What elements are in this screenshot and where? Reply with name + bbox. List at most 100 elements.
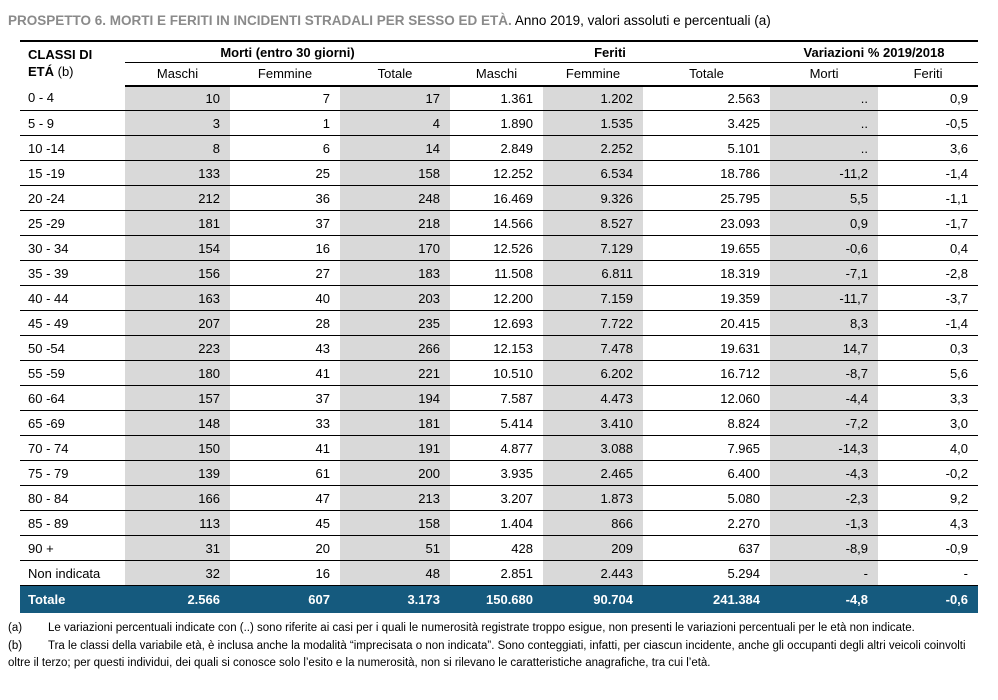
footnote-a: (a) Le variazioni percentuali indicate co… xyxy=(8,620,990,637)
cell-var-feriti: -0,5 xyxy=(878,110,979,137)
cell-morti-femmine: 36 xyxy=(230,185,340,212)
subheader-morti-totale: Totale xyxy=(340,62,450,87)
cell-feriti-totale: 19.655 xyxy=(643,235,771,262)
cell-total-var-morti: -4,8 xyxy=(770,585,879,613)
cell-morti-totale: 170 xyxy=(340,235,450,262)
table-row: 20 -24 212 36 248 16.469 9.326 25.795 5,5 -1,1 xyxy=(20,185,979,212)
group-header-morti: Morti (entro 30 giorni) xyxy=(125,40,450,63)
table-title: PROSPETTO 6. MORTI E FERITI IN INCIDENTI… xyxy=(8,12,990,30)
table-row: 0 - 4 10 7 17 1.361 1.202 2.563.. 0,9 xyxy=(20,85,979,112)
cell-feriti-maschi: 2.849 xyxy=(450,135,543,162)
cell-var-morti: 8,3 xyxy=(770,310,879,337)
cell-feriti-femmine: 7.159 xyxy=(543,285,643,312)
cell-feriti-totale: 6.400 xyxy=(643,460,771,487)
footnote-b-text: Tra le classi della variabile età, è inc… xyxy=(8,640,966,669)
cell-var-morti: .. xyxy=(770,110,879,137)
cell-total-feriti-maschi: 150.680 xyxy=(450,585,543,613)
cell-morti-maschi: 212 xyxy=(125,185,230,212)
table-row: 85 - 89 113 45 158 1.404 866 2.270 -1,3 4,3 xyxy=(20,510,979,537)
cell-feriti-femmine: 1.202 xyxy=(543,85,643,112)
cell-morti-maschi: 156 xyxy=(125,260,230,287)
cell-var-feriti: -1,4 xyxy=(878,160,979,187)
table-row: 25 -29 181 37 218 14.566 8.527 23.093 0,9 -1,7 xyxy=(20,210,979,237)
subheader-morti-femmine: Femmine xyxy=(230,62,340,87)
cell-feriti-maschi: 1.404 xyxy=(450,510,543,537)
table-header: CLASSI DI ETÁ (b) Morti (entro 30 giorni… xyxy=(20,40,979,87)
cell-morti-totale: 200 xyxy=(340,460,450,487)
cell-morti-totale: 218 xyxy=(340,210,450,237)
cell-feriti-totale: 5.080 xyxy=(643,485,771,512)
footnote-a-text: Le variazioni percentuali indicate con (… xyxy=(48,621,915,634)
age-class-label: 35 - 39 xyxy=(20,260,125,287)
cell-morti-maschi: 154 xyxy=(125,235,230,262)
cell-feriti-femmine: 7.722 xyxy=(543,310,643,337)
cell-morti-femmine: 6 xyxy=(230,135,340,162)
cell-feriti-femmine: 1.535 xyxy=(543,110,643,137)
table-row: 90 +31 20 51 428 209 637 -8,9 -0,9 xyxy=(20,535,979,562)
row-header-classi-di-eta: CLASSI DI ETÁ (b) xyxy=(20,41,125,86)
table-row: 15 -19 133 25 158 12.252 6.534 18.786 -11,2 -1,4 xyxy=(20,160,979,187)
cell-morti-maschi: 133 xyxy=(125,160,230,187)
cell-feriti-maschi: 7.587 xyxy=(450,385,543,412)
cell-morti-totale: 183 xyxy=(340,260,450,287)
subheader-feriti-femmine: Femmine xyxy=(543,62,643,87)
row-header-line1: CLASSI DI xyxy=(28,46,93,62)
cell-var-morti: - xyxy=(770,560,879,587)
group-header-variazioni: Variazioni % 2019/2018 xyxy=(770,40,979,63)
cell-feriti-totale: 23.093 xyxy=(643,210,771,237)
cell-var-morti: -11,2 xyxy=(770,160,879,187)
table-row: 50 -54 223 43 266 12.153 7.478 19.631 14,7 0,3 xyxy=(20,335,979,362)
cell-total-feriti-femmine: 90.704 xyxy=(543,585,643,613)
cell-feriti-totale: 16.712 xyxy=(643,360,771,387)
table-title-subtitle: Anno 2019, valori assoluti e percentuali… xyxy=(511,13,771,28)
table-row: 30 - 34 154 16 170 12.526 7.129 19.655 -0,6 0,4 xyxy=(20,235,979,262)
age-class-label: 80 - 84 xyxy=(20,485,125,512)
subheader-morti-maschi: Maschi xyxy=(125,62,230,87)
age-class-label: 30 - 34 xyxy=(20,235,125,262)
table-row: 5 - 9 3 1 4 1.890 1.535 3.425.. -0,5 xyxy=(20,110,979,137)
subheader-feriti-totale: Totale xyxy=(643,62,771,87)
table-row: 40 - 44 163 40 203 12.200 7.159 19.359 -11,7 -3,… xyxy=(20,285,979,312)
cell-feriti-femmine: 2.443 xyxy=(543,560,643,587)
cell-feriti-femmine: 3.410 xyxy=(543,410,643,437)
cell-morti-maschi: 148 xyxy=(125,410,230,437)
cell-var-morti: -8,7 xyxy=(770,360,879,387)
cell-var-morti: -0,6 xyxy=(770,235,879,262)
group-header-feriti: Feriti xyxy=(450,40,771,63)
cell-var-feriti: 9,2 xyxy=(878,485,979,512)
cell-morti-maschi: 113 xyxy=(125,510,230,537)
age-class-label: 70 - 74 xyxy=(20,435,125,462)
age-class-label: 45 - 49 xyxy=(20,310,125,337)
cell-feriti-totale: 19.359 xyxy=(643,285,771,312)
cell-feriti-maschi: 12.693 xyxy=(450,310,543,337)
cell-morti-totale: 248 xyxy=(340,185,450,212)
cell-morti-maschi: 150 xyxy=(125,435,230,462)
cell-feriti-maschi: 11.508 xyxy=(450,260,543,287)
age-class-label: 25 -29 xyxy=(20,210,125,237)
table-row: 65 -69 148 33 181 5.414 3.410 8.824 -7,2 3,0 xyxy=(20,410,979,437)
row-header-line2: ETÁ xyxy=(28,63,54,79)
cell-feriti-maschi: 2.851 xyxy=(450,560,543,587)
cell-feriti-maschi: 4.877 xyxy=(450,435,543,462)
cell-feriti-maschi: 10.510 xyxy=(450,360,543,387)
footnote-b: (b) Tra le classi della variabile età, è … xyxy=(8,638,990,671)
cell-feriti-maschi: 16.469 xyxy=(450,185,543,212)
cell-morti-maschi: 181 xyxy=(125,210,230,237)
cell-morti-totale: 48 xyxy=(340,560,450,587)
cell-feriti-femmine: 7.129 xyxy=(543,235,643,262)
table-row: 45 - 49 207 28 235 12.693 7.722 20.415 8,3 -1,4 xyxy=(20,310,979,337)
cell-morti-femmine: 41 xyxy=(230,360,340,387)
cell-total-feriti-totale: 241.384 xyxy=(643,585,771,613)
cell-var-feriti: -0,2 xyxy=(878,460,979,487)
cell-var-feriti: 5,6 xyxy=(878,360,979,387)
cell-morti-totale: 17 xyxy=(340,85,450,112)
age-class-label: 5 - 9 xyxy=(20,110,125,137)
cell-var-feriti: -0,9 xyxy=(878,535,979,562)
cell-feriti-femmine: 4.473 xyxy=(543,385,643,412)
cell-var-feriti: -1,7 xyxy=(878,210,979,237)
cell-var-morti: 5,5 xyxy=(770,185,879,212)
cell-var-feriti: -1,1 xyxy=(878,185,979,212)
cell-var-morti: -1,3 xyxy=(770,510,879,537)
cell-morti-totale: 221 xyxy=(340,360,450,387)
cell-feriti-femmine: 209 xyxy=(543,535,643,562)
